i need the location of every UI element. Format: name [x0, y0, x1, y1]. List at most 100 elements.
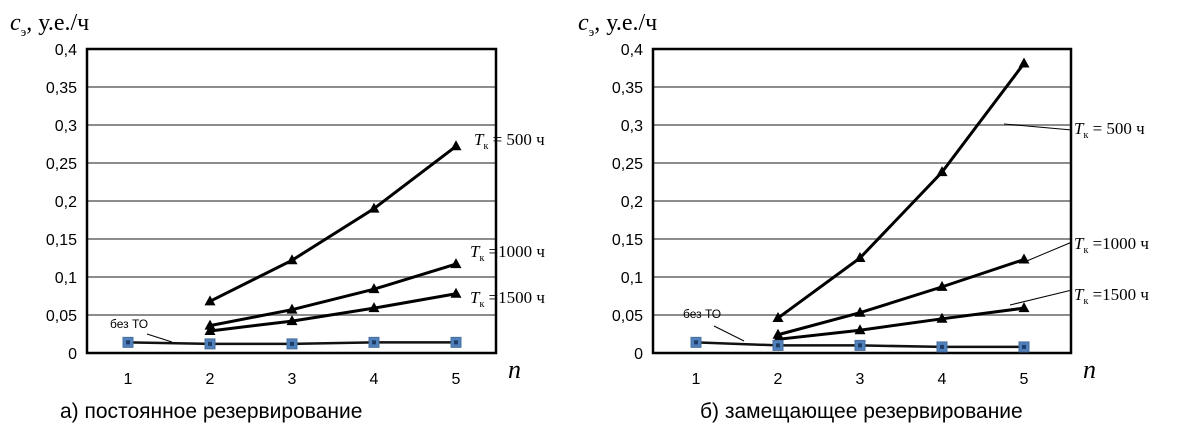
- y-tick-label: 0,35: [46, 80, 77, 97]
- x-axis-label: n: [508, 355, 521, 384]
- series-label-subscript: к: [483, 141, 488, 152]
- series-line: [777, 258, 1025, 337]
- plot-frame: [85, 47, 498, 355]
- chart-panel-2: 0 0,05 0,1 0,15 0,2 0,25 0,3 0,35 0,4 1 2 3 4 5 cэ, у.…: [578, 10, 1149, 423]
- data-point-triangle: [936, 312, 948, 323]
- plot-frame: [651, 47, 1073, 355]
- data-point-triangle: [368, 283, 380, 294]
- data-point-square-core: [940, 344, 944, 349]
- series-label: без ТО: [110, 317, 148, 331]
- y-axis-label-subscript: э: [589, 24, 595, 39]
- series-label-rest: =1500 ч: [484, 288, 545, 307]
- y-tick-label: 0,35: [612, 80, 643, 97]
- y-axis-label-unit: , у.е./ч: [594, 10, 657, 36]
- series-4: без ТО: [110, 317, 462, 350]
- series-label-subscript: к: [1083, 245, 1088, 256]
- y-tick-label: 0,1: [621, 270, 643, 287]
- y-tick-label: 0: [634, 346, 643, 363]
- data-point-triangle: [286, 315, 298, 326]
- y-tick-label: 0,3: [621, 118, 643, 135]
- y-axis-label-unit: , у.е./ч: [26, 10, 89, 36]
- series-label-rest: =1500 ч: [1088, 285, 1149, 304]
- label-leader-line: [1003, 123, 1073, 131]
- chart-caption: а) постоянное резервирование: [60, 400, 362, 423]
- series-1: Tк = 500 ч: [204, 130, 545, 306]
- x-tick-label: 4: [370, 371, 379, 388]
- series-label-main: T: [474, 130, 485, 149]
- series-label: Tк =1000 ч: [1074, 234, 1149, 256]
- data-point-square-core: [1022, 344, 1026, 349]
- series-1: Tк = 500 ч: [772, 57, 1145, 323]
- data-point-triangle: [368, 302, 380, 313]
- series-line: [209, 292, 457, 333]
- data-point-square-core: [290, 341, 294, 346]
- data-point-triangle: [450, 140, 462, 151]
- series-label: Tк =1500 ч: [470, 288, 545, 310]
- y-tick-label: 0,3: [55, 118, 77, 135]
- series-label: без ТО: [683, 307, 721, 321]
- series-label-rest: =1000 ч: [484, 242, 545, 261]
- data-point-triangle: [286, 254, 298, 265]
- data-point-square-core: [126, 340, 130, 345]
- series-label-subscript: к: [479, 299, 484, 310]
- data-point-triangle: [936, 166, 948, 177]
- series-label: Tк =1500 ч: [1074, 285, 1149, 307]
- y-tick-label: 0,15: [612, 232, 643, 249]
- data-point-triangle: [450, 287, 462, 298]
- data-point-triangle: [204, 319, 216, 330]
- x-axis-label: n: [1083, 355, 1096, 384]
- y-tick-label: 0,25: [612, 156, 643, 173]
- series-line: [209, 145, 457, 303]
- series-label-rest: = 500 ч: [1088, 119, 1145, 138]
- label-leader-line: [1021, 241, 1073, 264]
- data-point-triangle: [204, 295, 216, 306]
- series-2: Tк =1000 ч: [772, 234, 1149, 339]
- data-point-triangle: [204, 324, 216, 335]
- series-label-main: T: [1074, 119, 1085, 138]
- chart-panel-1: 0 0,05 0,1 0,15 0,2 0,25 0,3 0,35 0,4 1 2 3 4 5 cэ, у.…: [10, 10, 545, 423]
- y-tick-label: 0: [68, 346, 77, 363]
- y-tick-label: 0,05: [612, 308, 643, 325]
- y-tick-label: 0,4: [55, 42, 77, 59]
- data-point-triangle: [450, 258, 462, 269]
- data-point-triangle: [854, 324, 866, 335]
- x-tick-label: 2: [774, 371, 783, 388]
- data-point-triangle: [368, 202, 380, 213]
- series-label-subscript: к: [479, 253, 484, 264]
- series-line: [209, 262, 457, 328]
- y-axis-label-subscript: э: [21, 24, 27, 39]
- series-label-main: T: [1074, 234, 1085, 253]
- y-axis-label-symbol: c: [578, 10, 589, 36]
- series-label: Tк = 500 ч: [474, 130, 545, 152]
- y-axis-label: cэ, у.е./ч: [578, 10, 657, 39]
- data-point-triangle: [854, 306, 866, 317]
- x-tick-label: 3: [288, 371, 297, 388]
- series-label-rest: =1000 ч: [1088, 234, 1149, 253]
- x-tick-label: 2: [206, 371, 215, 388]
- series-label-subscript: к: [1083, 130, 1088, 141]
- data-point-triangle: [772, 312, 784, 323]
- label-leader-line: [146, 333, 173, 343]
- series-3: Tк =1500 ч: [204, 287, 545, 335]
- series-label-subscript: к: [1083, 296, 1088, 307]
- x-tick-label: 4: [938, 371, 947, 388]
- data-point-triangle: [936, 280, 948, 291]
- x-tick-label: 5: [1020, 371, 1029, 388]
- y-axis-label: cэ, у.е./ч: [10, 10, 89, 39]
- series-line: [777, 306, 1025, 341]
- y-tick-label: 0,1: [55, 270, 77, 287]
- data-point-triangle: [1018, 57, 1030, 68]
- series-label-rest: = 500 ч: [488, 130, 545, 149]
- label-leader-line: [1009, 289, 1073, 306]
- data-point-triangle: [1018, 302, 1030, 313]
- y-tick-label: 0,25: [46, 156, 77, 173]
- chart-caption: б) замещающее резервирование: [700, 400, 1023, 423]
- data-point-square-core: [454, 340, 458, 345]
- y-tick-label: 0,2: [621, 194, 643, 211]
- data-point-triangle: [286, 303, 298, 314]
- series-2: Tк =1000 ч: [204, 242, 545, 330]
- x-tick-label: 3: [856, 371, 865, 388]
- series-4: без ТО: [683, 307, 1030, 353]
- data-point-square-core: [208, 341, 212, 346]
